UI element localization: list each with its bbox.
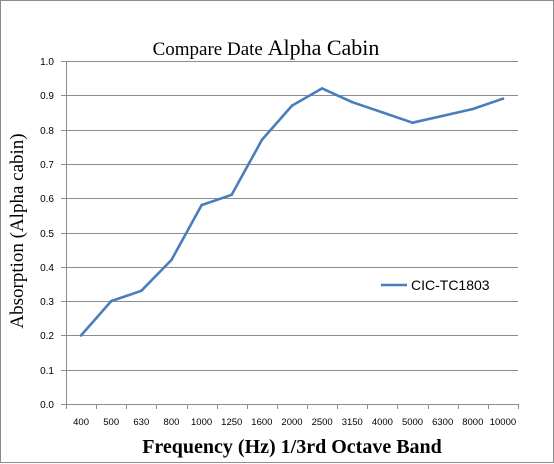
x-tick-label: 1000 — [191, 417, 212, 428]
x-tick-label: 630 — [133, 417, 149, 428]
y-tick-label: 0.7 — [40, 160, 54, 171]
data-point — [441, 114, 444, 118]
y-tick-label: 0.4 — [40, 263, 54, 274]
data-point — [140, 289, 143, 293]
data-point — [200, 203, 203, 207]
x-tick-label: 10000 — [490, 417, 516, 428]
data-point — [320, 87, 324, 90]
x-tick-label: 4000 — [372, 417, 393, 428]
x-axis-label: Frequency (Hz) 1/3rd Octave Band — [142, 436, 442, 458]
y-tick-label: 0.3 — [40, 297, 54, 308]
x-tick-label: 6300 — [432, 417, 453, 428]
y-tick-label: 0.0 — [40, 400, 54, 411]
chart-title: Compare Date Alpha Cabin — [1, 35, 531, 61]
x-tick-label: 1600 — [251, 417, 272, 428]
y-tick-label: 0.5 — [40, 229, 54, 240]
y-tick-label: 0.8 — [40, 126, 54, 137]
data-point — [230, 193, 234, 197]
y-tick-label: 0.2 — [40, 331, 54, 342]
chart-title-main: Compare Date — [152, 39, 263, 60]
data-point — [79, 334, 83, 337]
x-tick-label: 3150 — [342, 417, 363, 428]
data-point — [260, 138, 264, 142]
x-tick-label: 2000 — [281, 417, 302, 428]
data-point — [381, 111, 384, 114]
y-tick-label: 0.9 — [40, 91, 54, 102]
data-point — [471, 107, 475, 111]
x-tick-label: 2500 — [312, 417, 333, 428]
x-tick-label: 400 — [73, 417, 89, 428]
data-point — [170, 258, 173, 262]
data-point — [350, 100, 354, 104]
y-tick-label: 0.1 — [40, 366, 54, 377]
x-tick-label: 500 — [103, 417, 119, 428]
legend-label: CIC-TC1803 — [411, 277, 490, 293]
data-point — [411, 121, 414, 125]
series-line — [79, 87, 505, 337]
x-tick-label: 800 — [164, 417, 180, 428]
x-tick-label: 5000 — [402, 417, 423, 428]
y-tick-label: 1.0 — [40, 57, 54, 68]
y-tick-label: 0.6 — [40, 194, 54, 205]
chart-title-emphasis: Alpha Cabin — [267, 35, 380, 60]
x-tick-label: 1250 — [221, 417, 242, 428]
data-point — [501, 97, 505, 101]
data-point — [290, 104, 294, 107]
x-tick-label: 8000 — [462, 417, 483, 428]
data-point — [109, 299, 113, 303]
